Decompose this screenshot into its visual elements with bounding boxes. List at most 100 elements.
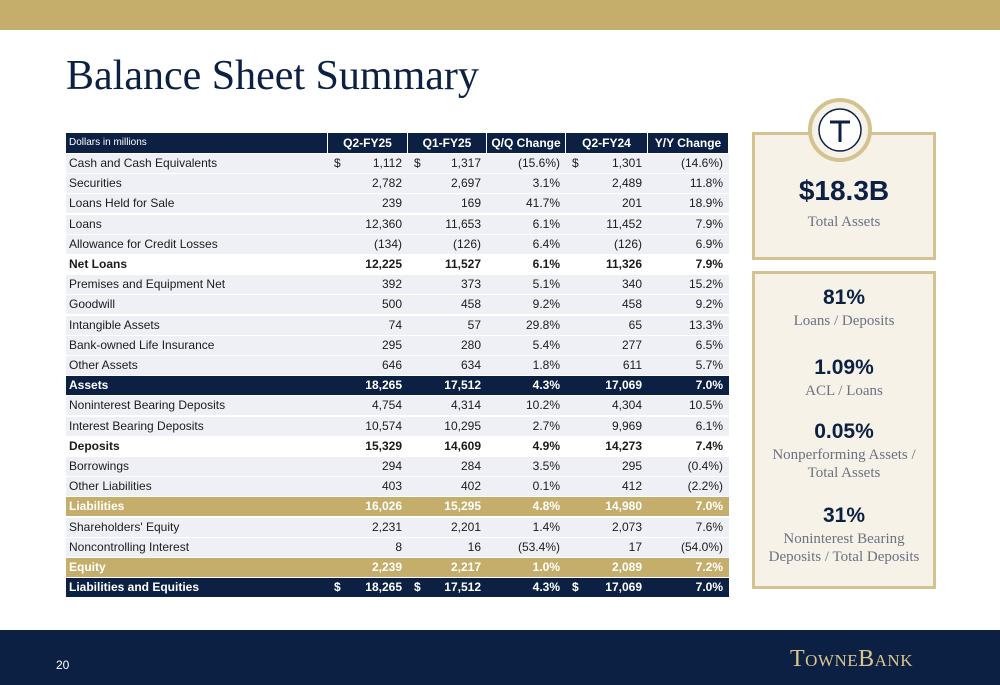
cell-value: 11,326 — [605, 257, 642, 271]
stat-label: ACL / Loans — [805, 383, 883, 399]
row-label: Deposits — [69, 438, 120, 453]
seal-icon — [808, 98, 872, 162]
row-bg — [66, 396, 729, 416]
cell-value: 10.5% — [688, 398, 723, 413]
cell-value: 6.1% — [532, 257, 560, 271]
stat-value: 31% — [822, 504, 866, 527]
cell-value: 10,574 — [365, 418, 402, 433]
cell-value: 373 — [460, 277, 481, 292]
footer — [0, 630, 1000, 685]
cell-value: 1.0% — [532, 560, 560, 574]
currency-sign: $ — [414, 156, 421, 170]
row-label: Loans Held for Sale — [69, 196, 175, 211]
row-label: Intangible Assets — [69, 317, 160, 332]
page-number: 20 — [56, 658, 70, 672]
stat-label: Nonperforming Assets / Total Assets — [772, 447, 916, 481]
cell-value: 10,295 — [444, 418, 481, 433]
cell-value: 201 — [621, 196, 642, 211]
row-bg — [66, 315, 729, 335]
cell-value: 458 — [621, 297, 642, 312]
cell-value: 10.2% — [525, 398, 560, 413]
cell-value: 1,301 — [611, 156, 642, 170]
row-label: Other Assets — [69, 358, 138, 372]
row-label: Noninterest Bearing Deposits — [69, 398, 226, 413]
column-header: Dollars in millions — [66, 133, 327, 153]
row-bg — [66, 255, 729, 274]
cell-value: (14.6%) — [680, 156, 723, 170]
row-bg — [66, 416, 729, 436]
row-label: Equity — [69, 560, 106, 574]
cell-value: 14,980 — [605, 499, 642, 514]
cell-value: 6.5% — [695, 337, 723, 352]
row-label: Allowance for Credit Losses — [69, 236, 218, 251]
cell-value: 1,317 — [450, 156, 481, 170]
cell-value: 13.3% — [688, 317, 723, 332]
cell-value: 634 — [460, 358, 481, 372]
row-bg — [66, 335, 729, 355]
cell-value: 11.8% — [689, 176, 723, 191]
cell-value: 2,239 — [371, 560, 402, 574]
currency-sign: $ — [334, 156, 341, 170]
cell-value: 11,527 — [444, 257, 481, 271]
cell-value: 7.0% — [695, 580, 723, 595]
row-bg — [66, 558, 729, 577]
cell-value: (2.2%) — [687, 479, 723, 494]
row-label: Liabilities — [69, 499, 125, 514]
cell-value: 17,069 — [605, 580, 642, 595]
stat-value: 1.09% — [814, 356, 874, 379]
cell-value: 7.0% — [695, 378, 723, 393]
row-bg — [66, 537, 729, 557]
row-label: Noncontrolling Interest — [69, 539, 190, 554]
cell-value: 16 — [467, 539, 481, 554]
row-bg — [66, 234, 729, 254]
cell-value: 2,231 — [371, 519, 402, 534]
top-bar — [0, 0, 1000, 30]
cell-value: 646 — [381, 358, 402, 372]
row-bg — [66, 214, 729, 234]
cell-value: 7.0% — [695, 499, 723, 514]
row-bg — [66, 356, 729, 375]
row-label: Securities — [69, 176, 122, 191]
cell-value: 294 — [381, 459, 402, 473]
row-bg — [66, 154, 729, 173]
cell-value: 29.8% — [525, 317, 560, 332]
cell-value: 18.9% — [688, 196, 723, 211]
cell-value: 11,653 — [445, 216, 481, 231]
cell-value: 458 — [460, 297, 481, 312]
cell-value: 17,512 — [444, 378, 481, 393]
cell-value: 3.1% — [532, 176, 560, 191]
cell-value: (126) — [452, 236, 481, 251]
cell-value: (15.6%) — [517, 156, 560, 170]
title: Balance Sheet Summary — [66, 53, 479, 99]
stat-value: 0.05% — [814, 420, 874, 443]
row-label: Loans — [69, 216, 102, 231]
cell-value: (134) — [373, 236, 402, 251]
row-bg — [66, 376, 729, 396]
cell-value: 277 — [621, 337, 642, 352]
currency-sign: $ — [572, 580, 579, 595]
row-label: Cash and Cash Equivalents — [69, 156, 218, 170]
cell-value: 18,265 — [365, 378, 402, 393]
column-header: Q/Q Change — [487, 133, 565, 153]
row-bg — [66, 275, 729, 295]
cell-value: 15,329 — [365, 438, 402, 453]
cell-value: 9.2% — [532, 297, 560, 312]
cell-value: 9,969 — [611, 418, 642, 433]
cell-value: 74 — [388, 317, 402, 332]
cell-value: 611 — [622, 358, 642, 372]
cell-value: 4.8% — [532, 499, 560, 514]
cell-value: 17,069 — [605, 378, 642, 393]
total-label: Total Assets — [807, 214, 881, 230]
cell-value: 2.7% — [532, 418, 560, 433]
cell-value: 2,489 — [611, 176, 642, 191]
cell-value: 0.1% — [532, 479, 560, 494]
cell-value: 7.4% — [695, 438, 723, 453]
row-bg — [66, 174, 729, 194]
cell-value: 8 — [395, 539, 402, 554]
cell-value: 14,273 — [605, 438, 642, 453]
column-header: Q2-FY24 — [566, 133, 647, 153]
row-bg — [66, 497, 729, 517]
cell-value: 6.1% — [532, 216, 560, 231]
cell-value: 1,112 — [372, 156, 402, 170]
